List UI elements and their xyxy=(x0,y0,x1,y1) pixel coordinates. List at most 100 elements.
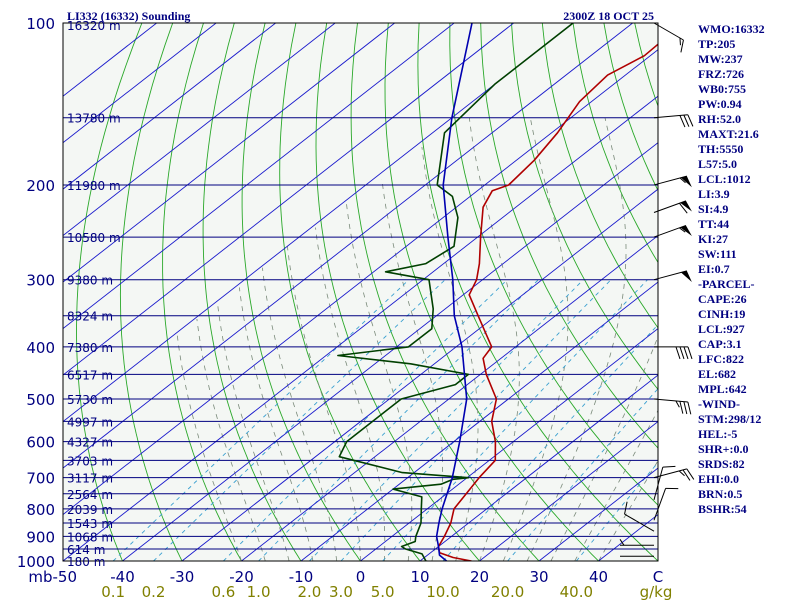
wind-barb-full-feather xyxy=(686,468,695,480)
dewpoint-profile xyxy=(337,23,574,561)
wind-barb-full-feather xyxy=(683,346,689,360)
temperature-tick-label: -30 xyxy=(170,568,195,586)
sounding-index-22: LFC:822 xyxy=(698,352,744,366)
height-label: 1068 m xyxy=(67,530,113,544)
wind-barbs xyxy=(619,22,695,557)
sounding-index-17: -PARCEL- xyxy=(698,277,755,291)
wind-barb-staff xyxy=(653,22,684,41)
mixing-ratio-label: 1.0 xyxy=(247,583,271,600)
temperature-tick-label: C xyxy=(653,568,663,586)
temperature-tick-label: -20 xyxy=(229,568,254,586)
height-label: 5730 m xyxy=(67,393,113,407)
sounding-index-26: STM:298/12 xyxy=(698,412,762,426)
sounding-index-7: MAXT:21.6 xyxy=(698,127,759,141)
temperature-tick-label: 40 xyxy=(589,568,608,586)
moist-adiabat-line xyxy=(345,201,413,561)
pressure-tick-label: 100 xyxy=(26,15,55,33)
mixing-ratio-label: 0.2 xyxy=(142,583,166,600)
height-label: 16320 m xyxy=(67,19,121,33)
temperature-tick-label: 30 xyxy=(529,568,548,586)
wind-barb-full-feather xyxy=(624,501,628,515)
sounding-index-32: BSHR:54 xyxy=(698,502,747,516)
sounding-index-20: LCL:927 xyxy=(698,322,745,336)
isotherm-line xyxy=(63,95,658,561)
height-label: 614 m xyxy=(67,543,105,557)
pressure-tick-label: 200 xyxy=(26,177,55,195)
sounding-index-29: SRDS:82 xyxy=(698,457,745,471)
wind-barb-full-feather xyxy=(679,346,685,360)
isotherm-line xyxy=(300,281,658,561)
moist-adiabat-line xyxy=(176,334,242,561)
plot-frame xyxy=(62,22,659,562)
mixing-ratio-label: 0.6 xyxy=(211,583,235,600)
moist-adiabat-line xyxy=(315,227,386,561)
height-label: 1543 m xyxy=(67,517,113,531)
sounding-index-5: PW:0.94 xyxy=(698,97,742,111)
wind-barb-half-feather xyxy=(679,177,686,184)
wind-barb-staff xyxy=(653,488,667,521)
wind-barb-full-feather xyxy=(687,401,692,415)
isotherm-line xyxy=(241,235,658,561)
temperature-tick-label: -10 xyxy=(289,568,314,586)
isotherm-line xyxy=(419,374,658,561)
mixing-ratio-label: 40.0 xyxy=(560,583,593,600)
wind-barb-full-feather xyxy=(687,114,694,127)
sounding-index-11: LI:3.9 xyxy=(698,187,730,201)
temperature-profile xyxy=(437,43,658,561)
mixing-ratio-label: 2.0 xyxy=(298,583,322,600)
parcel-profile xyxy=(435,23,473,561)
height-label: 4997 m xyxy=(67,415,113,429)
wind-barb-staff xyxy=(653,468,687,479)
pressure-tick-label: 1000 xyxy=(17,553,55,571)
mixing-ratio-label: 0.1 xyxy=(101,583,125,600)
isotherm-line xyxy=(63,23,514,376)
sounding-index-19: CINH:19 xyxy=(698,307,746,321)
wind-barb-full-feather xyxy=(683,401,688,415)
sounding-index-23: EL:682 xyxy=(698,367,737,381)
temperature-tick-label: -40 xyxy=(110,568,135,586)
moist-adiabat-line xyxy=(239,287,314,561)
wind-barb-full-feather xyxy=(682,469,691,481)
height-label: 10580 m xyxy=(67,231,121,245)
height-label: 13780 m xyxy=(67,112,121,126)
isotherm-line xyxy=(181,188,658,561)
wind-barb-staff xyxy=(653,398,688,403)
wind-barb-full-feather xyxy=(679,115,686,128)
pressure-tick-label: 900 xyxy=(26,528,55,546)
sounding-index-30: EHI:0.0 xyxy=(698,472,740,486)
wind-barb-full-feather xyxy=(662,465,676,468)
mixing-ratio-unit-label: g/kg xyxy=(640,583,673,600)
height-labels: 16320 m 13780 m 11980 m 10580 m 9380 m 8324 m… xyxy=(67,19,121,569)
moist-adiabat-line xyxy=(574,409,658,561)
isotherm-line xyxy=(63,23,574,423)
isotherm-line xyxy=(63,23,633,469)
pressure-tick-label: 400 xyxy=(26,339,55,357)
pressure-tick-label: 300 xyxy=(26,272,55,290)
moist-adiabat-line xyxy=(468,117,520,561)
isotherm-line xyxy=(63,23,217,144)
pressure-tick-label: 700 xyxy=(26,470,55,488)
wind-barb xyxy=(653,468,695,481)
wind-barb-full-feather xyxy=(687,346,693,360)
sounding-indices-list: WMO:16332 TP:205 MW:237 FRZ:726 WB0:755 PW:0.… xyxy=(698,22,798,517)
sounding-index-28: SHR+:0.0 xyxy=(698,442,749,456)
sounding-index-27: HEL:-5 xyxy=(698,427,738,441)
height-label: 9380 m xyxy=(67,274,113,288)
wind-barb xyxy=(653,114,694,128)
sounding-index-16: EI:0.7 xyxy=(698,262,730,276)
sounding-index-24: MPL:642 xyxy=(698,382,747,396)
chart-title-right: 2300Z 18 OCT 25 xyxy=(563,9,654,23)
pressure-tick-label: 800 xyxy=(26,501,55,519)
isotherm-line xyxy=(479,420,658,561)
isotherm-line xyxy=(360,328,658,561)
temperature-tick-label: 0 xyxy=(356,568,366,586)
temperature-tick-label: 10 xyxy=(410,568,429,586)
sounding-index-18: CAPE:26 xyxy=(698,292,747,306)
wind-barb-full-feather xyxy=(680,39,684,53)
mixing-ratio-label: 3.0 xyxy=(329,583,353,600)
wind-barb-pennant xyxy=(680,200,692,212)
wind-barb xyxy=(653,200,692,214)
wind-barb-full-feather xyxy=(678,202,688,214)
wind-barb xyxy=(653,270,692,282)
